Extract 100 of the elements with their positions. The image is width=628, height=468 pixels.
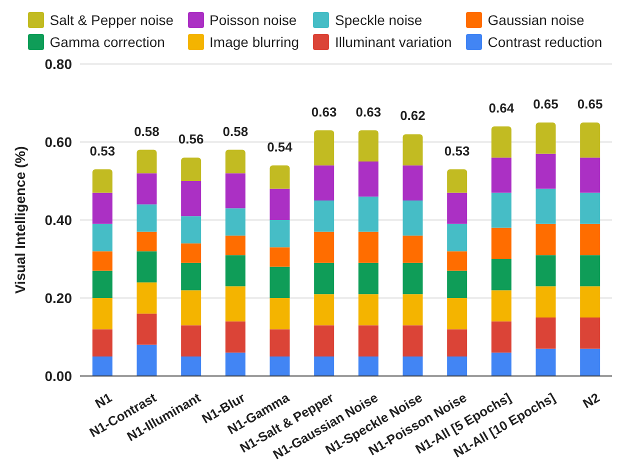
bar bbox=[136, 232, 157, 252]
bar bbox=[491, 192, 512, 228]
bar bbox=[136, 314, 157, 345]
bar bbox=[447, 169, 468, 193]
y-tick-label: 0.20 bbox=[44, 290, 72, 306]
bar bbox=[447, 224, 468, 252]
bar bbox=[92, 169, 112, 193]
bar bbox=[447, 298, 468, 330]
bar bbox=[270, 165, 290, 189]
bar bbox=[314, 294, 334, 326]
bar bbox=[491, 126, 512, 158]
bar bbox=[491, 290, 512, 322]
bar bbox=[536, 188, 556, 224]
bar bbox=[92, 298, 112, 330]
bar bbox=[580, 348, 600, 376]
bar bbox=[358, 196, 378, 232]
x-tick-label: N2 bbox=[580, 390, 602, 412]
bar bbox=[402, 262, 423, 294]
total-label: 0.56 bbox=[178, 132, 204, 147]
bar bbox=[402, 165, 423, 200]
total-label: 0.53 bbox=[90, 143, 116, 158]
bar bbox=[314, 232, 334, 263]
y-tick-label: 0.40 bbox=[44, 212, 72, 228]
bar bbox=[225, 352, 246, 376]
bar bbox=[270, 247, 290, 267]
bar bbox=[136, 282, 157, 314]
bar bbox=[136, 251, 157, 282]
bar bbox=[225, 236, 246, 256]
bar bbox=[314, 130, 334, 166]
bar bbox=[270, 329, 290, 356]
bar bbox=[536, 154, 556, 189]
bar bbox=[270, 298, 290, 330]
bar bbox=[181, 216, 202, 244]
bar bbox=[225, 173, 246, 208]
bar bbox=[358, 232, 378, 263]
bar bbox=[225, 286, 246, 322]
bar bbox=[580, 122, 600, 158]
bar bbox=[181, 181, 202, 216]
legend-label: Salt & Pepper noise bbox=[50, 12, 174, 28]
bar bbox=[358, 325, 378, 356]
bar bbox=[314, 325, 334, 356]
bar bbox=[358, 130, 378, 162]
bar bbox=[92, 356, 112, 376]
bar bbox=[314, 200, 334, 232]
bar bbox=[314, 262, 334, 294]
total-label: 0.62 bbox=[400, 108, 426, 124]
bar bbox=[491, 158, 512, 193]
bar bbox=[491, 259, 512, 290]
bar bbox=[402, 134, 423, 166]
y-axis-title: Visual Intelligence (%) bbox=[12, 146, 28, 294]
legend-label: Image blurring bbox=[210, 34, 300, 50]
bar bbox=[270, 220, 290, 248]
total-label: 0.63 bbox=[356, 104, 382, 120]
bar bbox=[225, 321, 246, 353]
bar bbox=[225, 255, 246, 286]
bar bbox=[136, 150, 157, 174]
bar bbox=[536, 122, 556, 154]
bar bbox=[270, 188, 290, 220]
bar bbox=[447, 251, 468, 271]
bar bbox=[491, 228, 512, 259]
bar bbox=[92, 192, 112, 224]
bar bbox=[358, 294, 378, 326]
bar bbox=[358, 262, 378, 294]
total-label: 0.65 bbox=[533, 96, 558, 112]
y-tick-label: 0.00 bbox=[44, 368, 72, 384]
bar bbox=[181, 243, 202, 263]
bar bbox=[92, 251, 112, 271]
bar bbox=[136, 344, 157, 376]
legend-label: Illuminant variation bbox=[335, 34, 452, 50]
bar bbox=[358, 356, 378, 376]
bar bbox=[447, 329, 468, 356]
total-label: 0.54 bbox=[267, 139, 294, 154]
bar bbox=[491, 352, 512, 376]
bar bbox=[181, 356, 202, 376]
bar bbox=[270, 356, 290, 376]
bar bbox=[580, 318, 600, 349]
bar bbox=[580, 158, 600, 193]
legend-label: Poisson noise bbox=[210, 12, 297, 28]
total-label: 0.63 bbox=[311, 104, 337, 120]
bar bbox=[536, 286, 556, 318]
bar bbox=[447, 192, 468, 224]
legend-label: Gaussian noise bbox=[488, 12, 584, 28]
bar bbox=[181, 158, 202, 181]
bar bbox=[402, 325, 423, 356]
bar bbox=[225, 208, 246, 236]
bar bbox=[491, 321, 512, 353]
total-label: 0.58 bbox=[134, 124, 160, 139]
bar bbox=[136, 173, 157, 204]
legend-label: Contrast reduction bbox=[488, 34, 602, 50]
bar bbox=[536, 348, 556, 376]
bar bbox=[358, 162, 378, 197]
total-label: 0.65 bbox=[577, 96, 603, 112]
bar bbox=[92, 270, 112, 298]
bar bbox=[580, 255, 600, 286]
bar bbox=[580, 286, 600, 318]
bar bbox=[225, 150, 246, 174]
bar bbox=[181, 262, 202, 290]
bar bbox=[181, 290, 202, 326]
bar bbox=[536, 224, 556, 256]
bar bbox=[402, 236, 423, 263]
